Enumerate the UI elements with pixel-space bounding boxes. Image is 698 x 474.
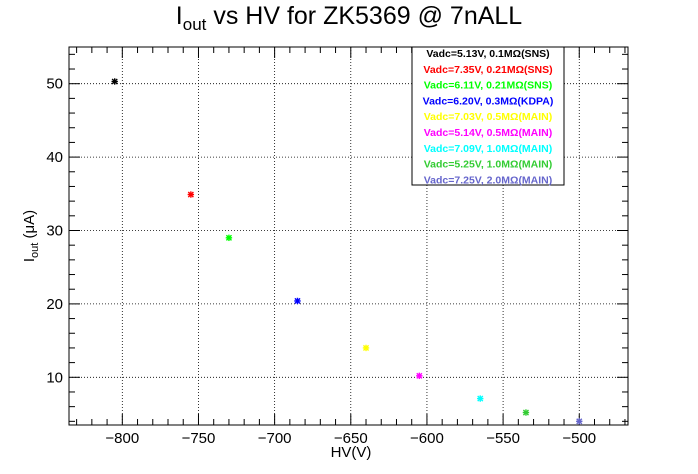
legend-entry: Vadc=7.03V, 0.5MΩ(MAIN) xyxy=(424,111,553,123)
plot-frame xyxy=(68,46,629,426)
y-tick-label: 10 xyxy=(46,369,63,386)
x-tick-label: −500 xyxy=(562,430,596,447)
x-axis-label: HV(V) xyxy=(331,444,372,461)
x-tick-label: −550 xyxy=(486,430,520,447)
title-main: I xyxy=(176,2,183,30)
data-point xyxy=(522,409,530,416)
legend-entry: Vadc=6.11V, 0.21MΩ(SNS) xyxy=(424,80,553,92)
data-point xyxy=(416,372,423,380)
y-axis-label: Iout (μA) xyxy=(21,210,41,262)
legend-entry: Vadc=7.09V, 1.0MΩ(MAIN) xyxy=(424,143,553,155)
data-point xyxy=(111,78,118,85)
y-tick-label: 50 xyxy=(46,76,63,93)
y-tick-label: 20 xyxy=(46,296,63,313)
chart-title: Iout vs HV for ZK5369 @ 7nALL xyxy=(176,2,522,34)
legend-entry: Vadc=5.14V, 0.5MΩ(MAIN) xyxy=(424,127,553,139)
title-subscript: out xyxy=(183,15,207,34)
legend-box xyxy=(411,46,565,186)
data-point xyxy=(477,395,484,402)
data-point xyxy=(576,418,583,425)
legend-entries: Vadc=5.13V, 0.1MΩ(SNS) Vadc=7.35V, 0.21MΩ… xyxy=(423,48,554,186)
legend-entry: Vadc=5.25V, 1.0MΩ(MAIN) xyxy=(424,159,553,171)
axes: −800 −750 −700 −650 −600 −550 −500 10 20 30 40 50 xyxy=(46,47,628,447)
y-label-rest: (μA) xyxy=(21,210,38,243)
title-rest: vs HV for ZK5369 @ 7nALL xyxy=(206,2,522,30)
y-tick-label: 30 xyxy=(46,222,63,239)
x-tick-label: −650 xyxy=(334,430,368,447)
y-tick-label: 40 xyxy=(46,149,63,166)
y-label-main: I xyxy=(21,258,38,262)
legend-entry: Vadc=6.20V, 0.3MΩ(KDPA) xyxy=(423,95,554,107)
x-tick-label: −800 xyxy=(105,430,139,447)
x-tick-label: −750 xyxy=(182,430,216,447)
data-point xyxy=(362,344,370,352)
y-label-subscript: out xyxy=(29,243,41,258)
legend-entry: Vadc=7.35V, 0.21MΩ(SNS) xyxy=(423,64,552,76)
legend-entry: Vadc=5.13V, 0.1MΩ(SNS) xyxy=(426,48,549,60)
data-point xyxy=(225,234,233,242)
x-tick-label: −700 xyxy=(258,430,292,447)
x-tick-label: −600 xyxy=(410,430,444,447)
data-point xyxy=(294,297,301,305)
data-points xyxy=(111,78,583,425)
legend: Vadc=5.13V, 0.1MΩ(SNS) Vadc=7.35V, 0.21MΩ… xyxy=(411,46,565,186)
legend-entry: Vadc=7.25V, 2.0MΩ(MAIN) xyxy=(424,174,553,186)
data-point xyxy=(187,191,195,198)
